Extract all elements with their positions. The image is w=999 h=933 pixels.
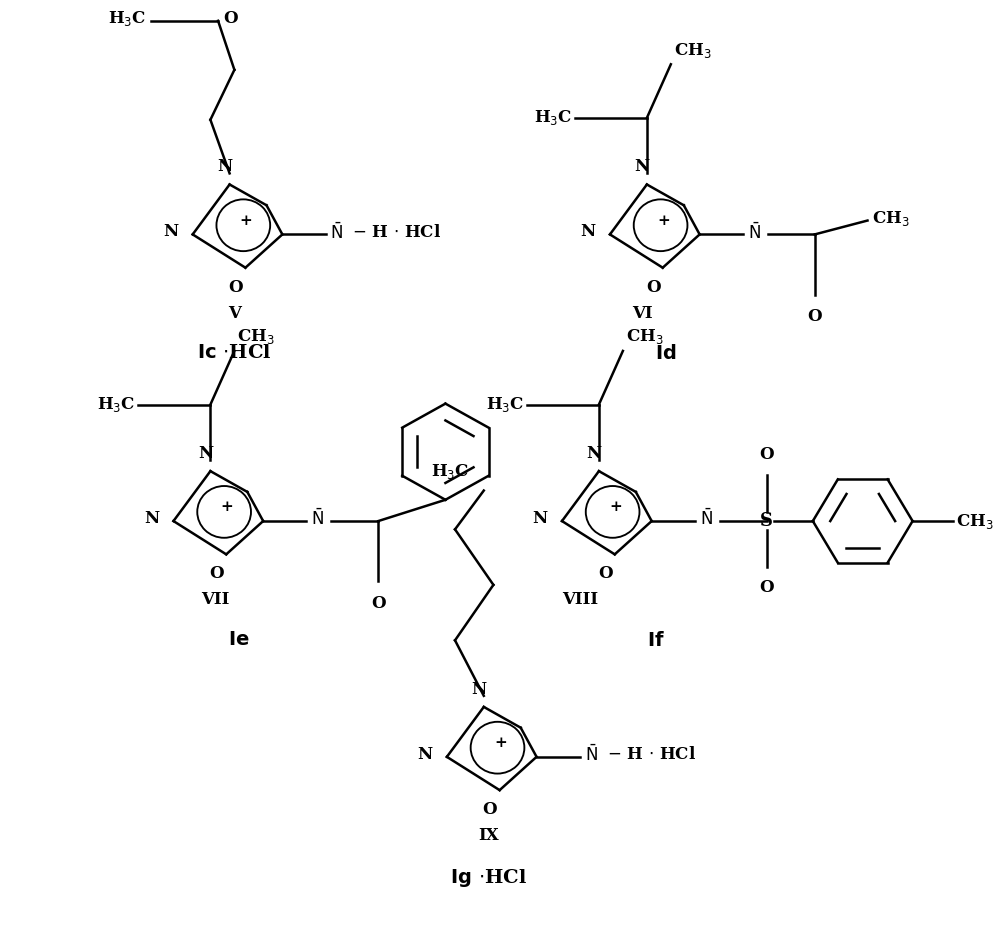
Text: $\mathbf{Ig}$ $\cdot$HCl: $\mathbf{Ig}$ $\cdot$HCl (451, 867, 527, 889)
Text: +: + (240, 214, 253, 228)
Text: $\mathbf{If}$: $\mathbf{If}$ (647, 631, 665, 650)
Text: N: N (144, 509, 159, 527)
Text: $-$ H $\cdot$ HCl: $-$ H $\cdot$ HCl (353, 224, 442, 241)
Text: V: V (228, 305, 241, 322)
Text: O: O (371, 595, 386, 612)
Text: IX: IX (479, 828, 499, 844)
Text: CH$_3$: CH$_3$ (956, 511, 993, 531)
Text: N: N (580, 223, 595, 240)
Text: N: N (634, 159, 649, 175)
Text: O: O (645, 279, 660, 296)
Text: H$_3$C: H$_3$C (97, 395, 136, 414)
Text: $\mathbf{Id}$: $\mathbf{Id}$ (655, 344, 676, 364)
Text: N: N (163, 223, 178, 240)
Text: VII: VII (201, 592, 230, 608)
Text: N: N (586, 445, 601, 462)
Text: N: N (198, 445, 213, 462)
Text: N: N (532, 509, 547, 527)
Text: O: O (759, 579, 774, 596)
Text: N: N (472, 681, 487, 698)
Text: N: N (217, 159, 233, 175)
Text: H$_3$C: H$_3$C (486, 395, 524, 414)
Text: O: O (483, 801, 498, 818)
Text: N: N (418, 745, 433, 762)
Text: $\bar{\rm N}$: $\bar{\rm N}$ (584, 745, 597, 765)
Text: $\bar{\rm N}$: $\bar{\rm N}$ (331, 222, 343, 243)
Text: $\bar{\rm N}$: $\bar{\rm N}$ (699, 509, 712, 529)
Text: $\mathbf{Ic}$ $\cdot$HCl: $\mathbf{Ic}$ $\cdot$HCl (197, 344, 272, 362)
Text: O: O (597, 565, 612, 582)
Text: VI: VI (631, 305, 652, 322)
Text: H$_3$C: H$_3$C (432, 462, 470, 481)
Text: S: S (760, 512, 773, 530)
Text: O: O (223, 9, 238, 26)
Text: $\mathbf{Ie}$: $\mathbf{Ie}$ (229, 631, 250, 649)
Text: H$_3$C: H$_3$C (108, 9, 146, 29)
Text: +: + (221, 500, 234, 514)
Text: CH$_3$: CH$_3$ (872, 209, 910, 229)
Text: VIII: VIII (561, 592, 597, 608)
Text: +: + (495, 736, 506, 750)
Text: O: O (759, 446, 774, 463)
Text: $-$ H $\cdot$ HCl: $-$ H $\cdot$ HCl (606, 746, 696, 763)
Text: O: O (229, 279, 243, 296)
Text: O: O (807, 309, 822, 326)
Text: $\bar{\rm N}$: $\bar{\rm N}$ (311, 509, 324, 529)
Text: O: O (210, 565, 224, 582)
Text: +: + (657, 214, 670, 228)
Text: H$_3$C: H$_3$C (533, 108, 572, 128)
Text: CH$_3$: CH$_3$ (673, 41, 711, 60)
Text: CH$_3$: CH$_3$ (238, 327, 275, 346)
Text: $\bar{\rm N}$: $\bar{\rm N}$ (747, 222, 760, 243)
Text: +: + (609, 500, 622, 514)
Text: CH$_3$: CH$_3$ (625, 327, 663, 346)
